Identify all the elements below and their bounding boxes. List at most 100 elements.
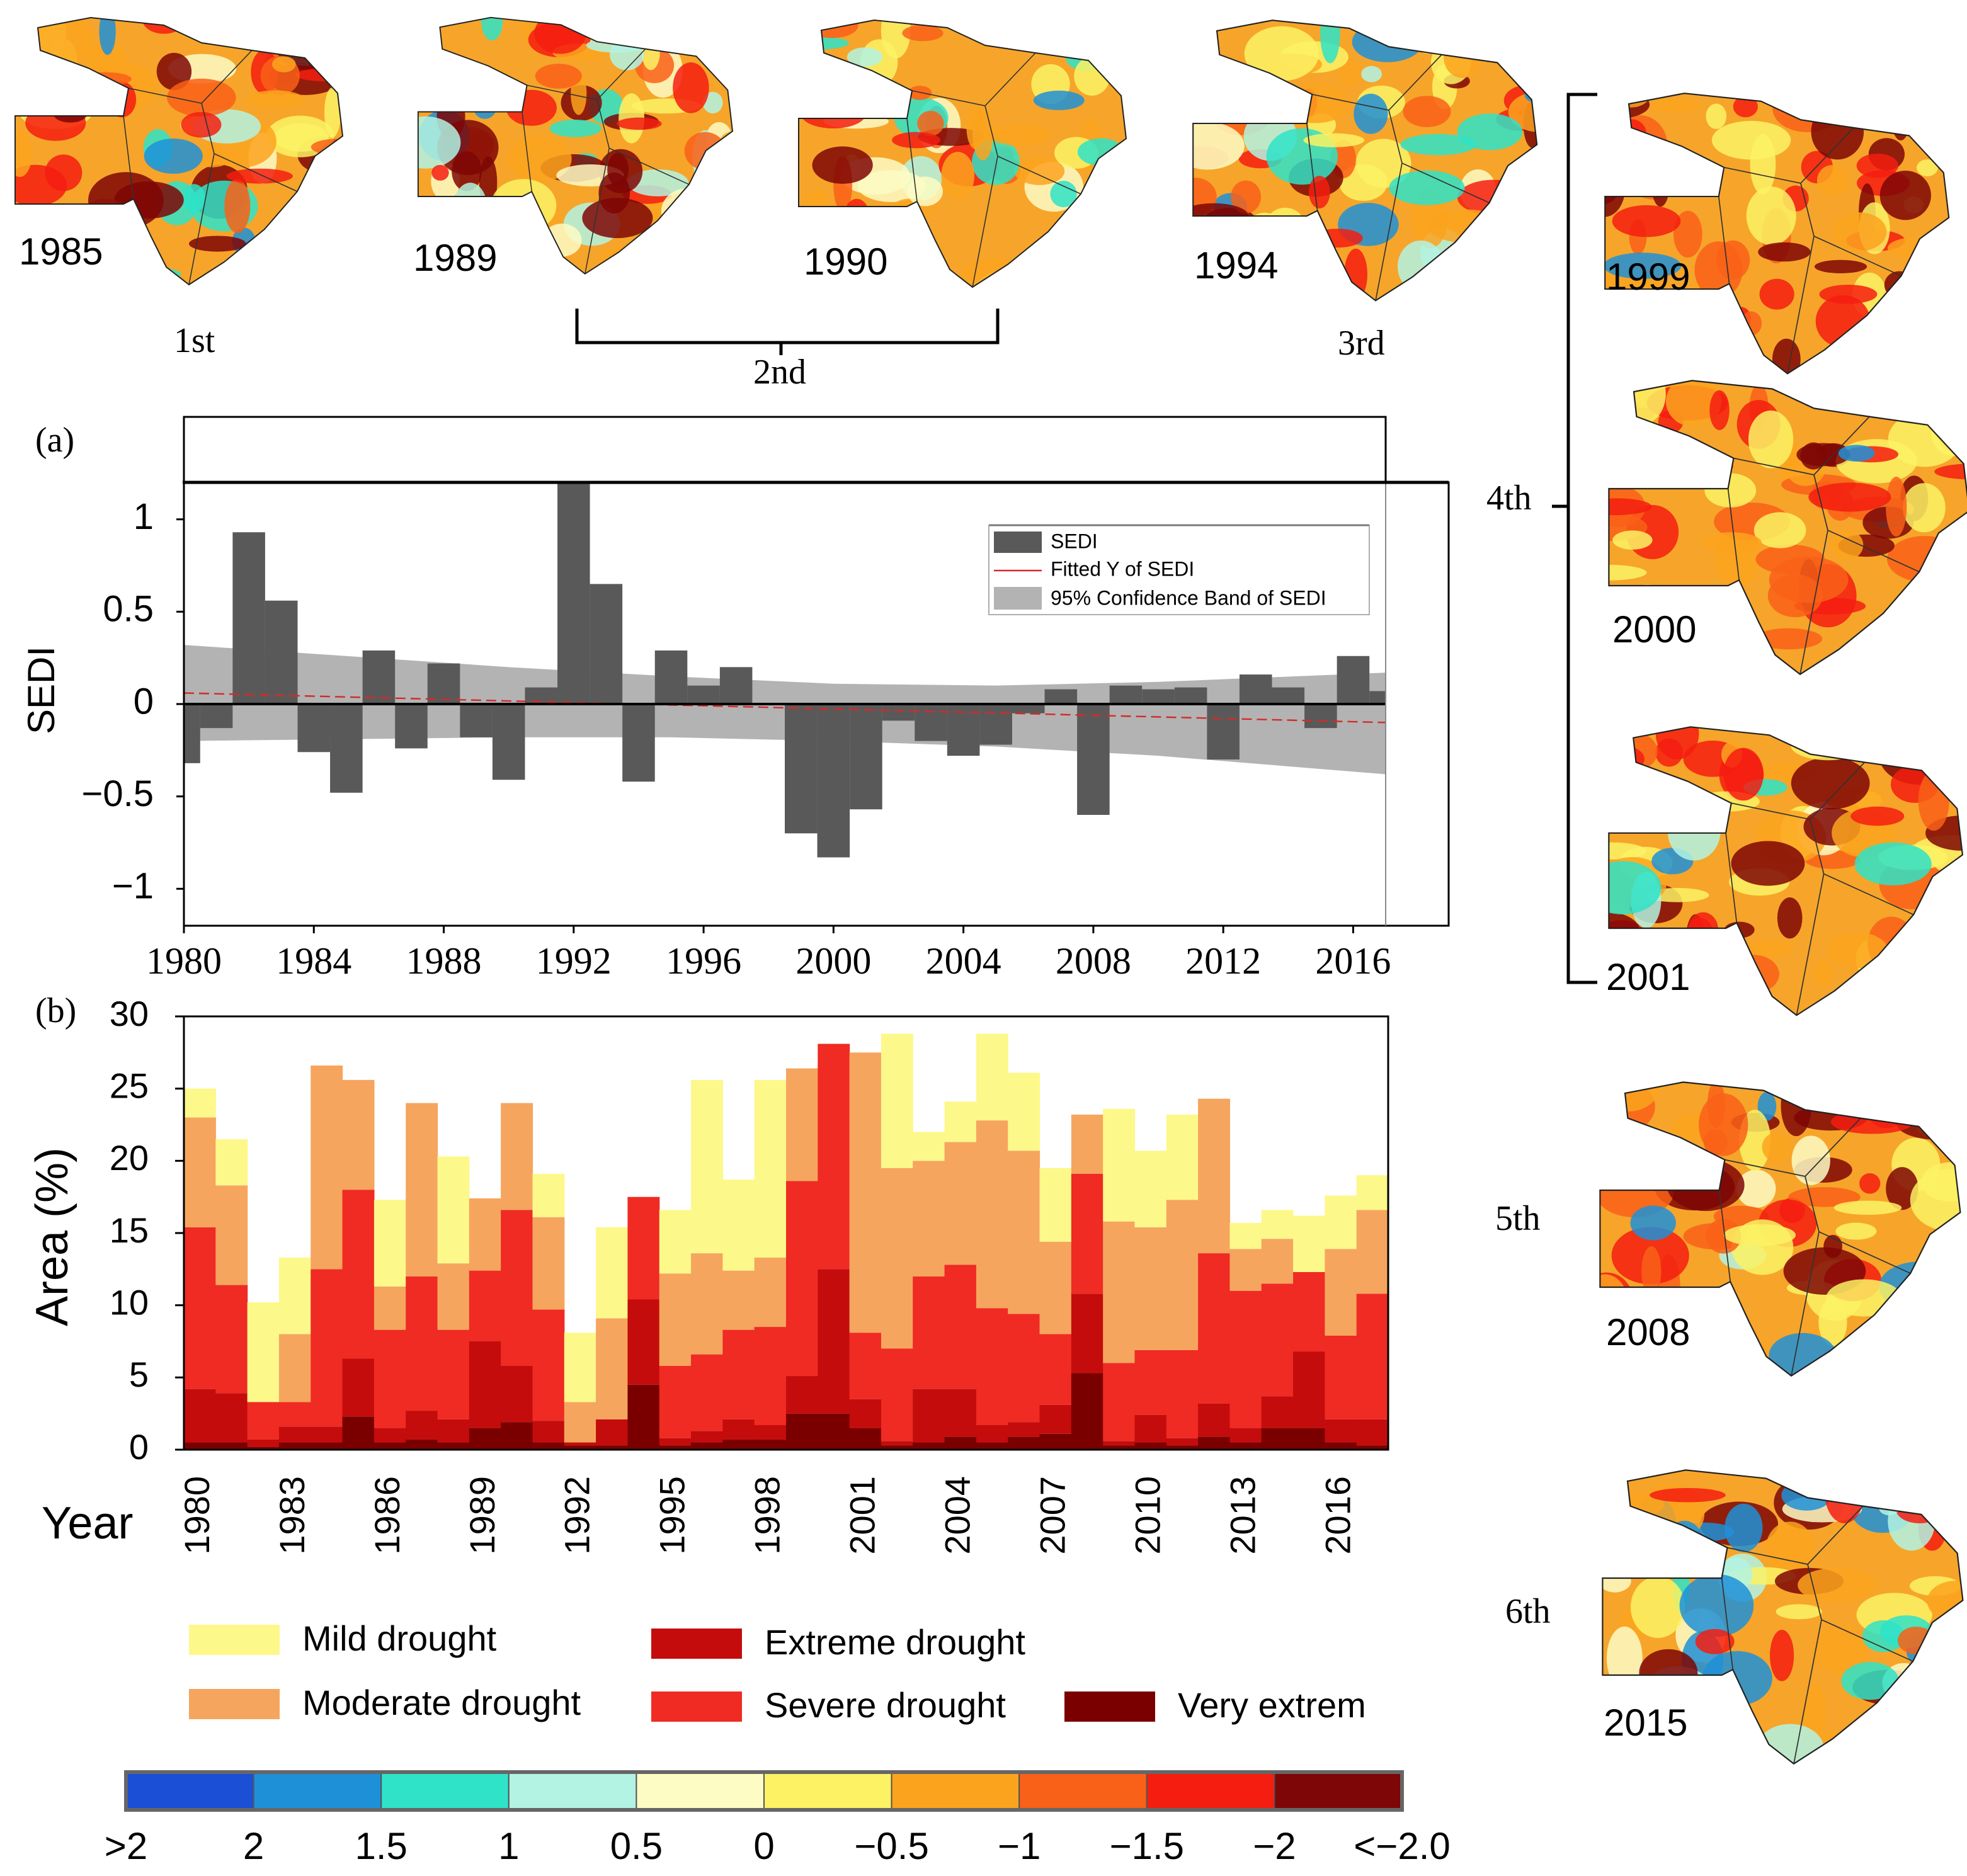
map-blob [1736,1169,1776,1208]
bar [1077,704,1110,815]
map-blob [224,179,251,233]
map-blob [1400,134,1476,156]
bar-segment [501,1422,533,1450]
bar [1044,689,1078,704]
map-blob [167,78,236,117]
bar-segment [944,1142,977,1265]
map-blob [15,164,67,207]
bar-segment [564,1402,596,1443]
map-blob [1824,1470,1865,1523]
map-blob [1354,93,1388,134]
map-blob [481,17,503,41]
map-blob [15,129,33,178]
map-blob [1073,20,1102,53]
top-strip [183,416,1387,484]
map-blob [1884,658,1923,674]
map-blob [1265,207,1306,246]
map-blob [812,146,873,184]
bar-segment [1103,1108,1136,1222]
map-blob [1825,932,1888,969]
map-blob [1856,106,1894,128]
x-tick-label: 1984 [276,940,351,982]
map-blob [1612,355,1629,374]
map-blob [1116,235,1126,287]
map-blob [1694,241,1743,298]
bar-segment [627,1197,660,1300]
map-year-label: 2008 [1606,1311,1690,1353]
legend-swatch [189,1689,280,1719]
map-blob [53,105,88,123]
map-blob [1924,759,1958,775]
bar-segment [469,1341,501,1428]
map-blob [1808,482,1891,512]
bar-segment [1325,1419,1357,1443]
map-year-label: 2000 [1612,608,1696,651]
bar-segment [1071,1114,1103,1174]
map-blob [1626,150,1682,200]
map-blob [1921,586,1967,601]
map-blob [1309,176,1330,208]
map-border [906,52,1081,288]
map-blob [586,38,646,53]
map-blob [1085,235,1126,267]
bar-segment [342,1079,375,1190]
map-blob [453,183,487,231]
colorbar-label: >2 [105,1825,147,1867]
x-tick-label: 2013 [1223,1476,1262,1555]
map-blob [107,81,137,118]
map [1602,1469,1964,1765]
map-blob [506,89,557,126]
map-blob [1049,223,1110,270]
map-blob [1639,1649,1698,1697]
bar-segment [944,1101,977,1142]
bar-segment [818,1269,850,1414]
bar-segment [849,1399,882,1428]
map-blob [1813,958,1833,987]
map-blob [1706,1219,1742,1254]
map-blob [1631,305,1670,331]
legend-label: Mild drought [302,1618,497,1658]
map-blob [1039,21,1065,46]
map-blob [246,90,305,110]
colorbar-label: 1 [498,1825,519,1867]
fitted-line [184,692,1386,724]
bar-segment [278,1334,311,1402]
map-blob [1403,96,1451,127]
x-tick-label: 2016 [1315,940,1391,982]
map-blob [1614,380,1666,426]
map-blob [183,184,206,212]
legend-label: Moderate drought [302,1683,581,1722]
legend-frame [988,525,1370,615]
map-blob [1733,96,1758,118]
bar [1272,687,1305,704]
bar-segment [1134,1151,1167,1227]
map-blob [1897,1627,1935,1654]
map-blob [597,246,649,274]
legend-swatch [1064,1691,1155,1722]
bar [719,667,753,704]
map-blob [1408,20,1449,54]
map-blob [515,258,564,274]
bar-segment [501,1365,533,1423]
bar-segment [1166,1350,1199,1438]
map-blob [1673,210,1702,258]
bar-segment [247,1447,280,1450]
map-blob [1803,1683,1827,1739]
bar-segment [754,1079,787,1258]
y-axis-title: SEDI [20,646,62,734]
map-blob [1609,564,1647,581]
x-tick-label: 1996 [666,940,741,982]
map-blob [1634,1745,1672,1764]
map-blob [418,116,461,169]
map-blob [1781,1480,1832,1511]
map-blob [607,152,629,186]
map-blob [1918,770,1949,831]
map-blob [1855,623,1896,674]
map-blob [1788,1187,1861,1207]
map-blob [1244,26,1320,81]
map-blob [271,56,296,72]
colorbar-cell [763,1771,892,1811]
map-blob [21,18,94,67]
map-blob [1231,180,1262,213]
bar [1012,704,1045,713]
